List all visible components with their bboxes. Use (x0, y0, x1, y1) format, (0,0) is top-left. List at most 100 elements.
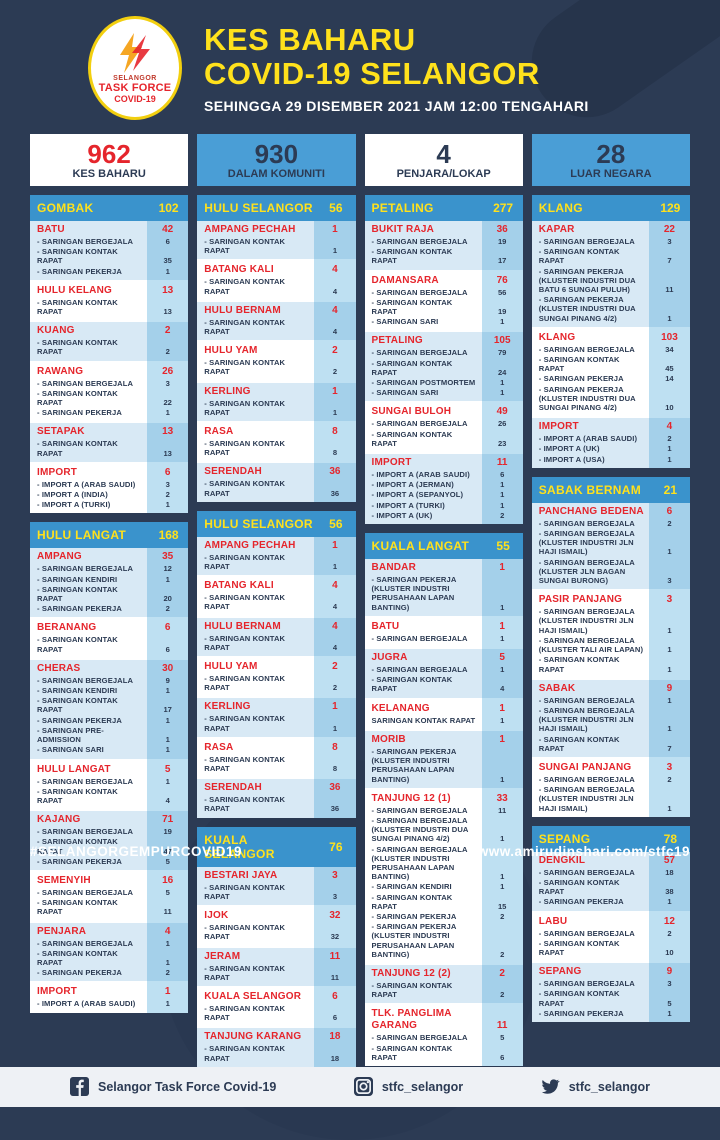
screening-label: SARINGAN KONTAK RAPAT (371, 715, 476, 725)
district-title-row: SETAPAK 13 (30, 426, 188, 438)
screening-item: - IMPORT A (ARAB SAUDI) 6 (365, 470, 523, 479)
stat-value: 4 (436, 138, 451, 169)
screening-value: 1 (667, 454, 672, 464)
screening-value: 10 (665, 947, 674, 957)
district-name: IMPORT (37, 986, 78, 998)
district-section: KUALA SELANGOR 76 BESTARI JAYA 3- SARINGAN … (197, 826, 356, 1098)
screening-item: - SARINGAN KONTAK RAPAT 17 (365, 247, 523, 265)
screening-item: - SARINGAN BERGEJALA 2 (532, 775, 690, 784)
district-title-row: KLANG 103 (532, 332, 690, 344)
screening-value: 4 (500, 684, 505, 694)
district-total: 105 (493, 335, 511, 347)
district-name: BANDAR (371, 562, 417, 574)
value-column-stripe (648, 502, 690, 817)
screening-item: - SARINGAN KONTAK RAPAT 17 (30, 696, 188, 714)
district-total: 13 (162, 426, 174, 438)
district-name: LABU (538, 915, 568, 927)
screening-item: - SARINGAN BERGEJALA 18 (532, 868, 690, 877)
screening-item: - IMPORT A (TURKI) 1 (365, 501, 523, 510)
screening-value: 11 (330, 972, 339, 982)
district-total: 6 (332, 990, 338, 1002)
website-url[interactable]: www.amirudinshari.com/stfc19 (477, 844, 690, 859)
district-row: JERAM 11 - SARINGAN KONTAK RAPAT 11 (197, 947, 356, 986)
screening-item: - SARINGAN KONTAK RAPAT 19 (365, 298, 523, 316)
task-force-logo: SELANGOR TASK FORCE COVID-19 (88, 16, 182, 120)
screening-value: 4 (165, 795, 170, 805)
screening-label: - SARINGAN KONTAK RAPAT (37, 635, 118, 654)
screening-label: - SARINGAN BERGEJALA (538, 979, 635, 989)
district-row: KERLING 1 - SARINGAN KONTAK RAPAT 1 (197, 698, 356, 737)
screening-value: 5 (667, 998, 672, 1008)
district-total: 11 (496, 1020, 508, 1032)
screening-item: - SARINGAN BERGEJALA 34 (532, 345, 690, 354)
screening-label: - SARINGAN BERGEJALA (37, 938, 134, 948)
screening-value: 5 (165, 856, 170, 866)
screening-value: 2 (667, 774, 672, 784)
district-title-row: JERAM 11 (197, 951, 355, 963)
screening-label: - SARINGAN BERGEJALA (538, 518, 635, 528)
district-row: RASA 8 - SARINGAN KONTAK RAPAT 8 (197, 739, 355, 777)
district-total: 22 (663, 224, 675, 235)
district-name: SERENDAH (204, 466, 262, 478)
screening-item: - SARINGAN KONTAK RAPAT 6 (365, 1044, 523, 1062)
district-row: HULU BERNAM 4 - SARINGAN KONTAK RAPAT 4 (197, 617, 356, 657)
district-row: SUNGAI BULOH 49- SARINGAN BERGEJALA 26- SA… (365, 403, 523, 452)
screening-value: 4 (332, 642, 338, 652)
screening-label: - IMPORT A (SEPANYOL) (371, 490, 464, 500)
district-title-row: KAPAR 22 (532, 224, 690, 236)
screening-label: - SARINGAN BERGEJALA (37, 237, 134, 246)
district-row: KELANANG 1 SARINGAN KONTAK RAPAT 1 (365, 700, 523, 729)
screening-value: 1 (667, 547, 672, 557)
screening-item: - SARINGAN KONTAK RAPAT 24 (365, 359, 523, 377)
section-body: BESTARI JAYA 3 - SARINGAN KONTAK RAPAT 3 IJO… (197, 866, 356, 1098)
district-row: TLK. PANGLIMA GARANG 11- SARINGAN BERGEJA… (365, 1005, 523, 1066)
screening-item: - SARINGAN BERGEJALA 19 (365, 237, 523, 246)
screening-label: - SARINGAN BERGEJALA (371, 633, 468, 643)
screening-label: - SARINGAN KONTAK RAPAT (204, 358, 286, 377)
section-total: 76 (329, 839, 343, 854)
screening-item: - SARINGAN BERGEJALA (KLUSTER INDUSTRI J… (532, 529, 690, 557)
screening-item: - SARINGAN KENDIRI 1 (30, 575, 188, 584)
screening-value: 1 (165, 745, 170, 755)
district-name: SEMENYIH (37, 874, 91, 886)
district-row: HULU YAM 2 - SARINGAN KONTAK RAPAT 2 (197, 342, 355, 380)
screening-label: - SARINGAN KONTAK RAPAT (371, 358, 453, 377)
facebook-link[interactable]: Selangor Task Force Covid-19 (70, 1077, 276, 1097)
screening-item: - SARINGAN PEKERJA (KLUSTER INDUSTRI DUA… (532, 295, 690, 323)
screening-value: 1 (165, 957, 170, 967)
district-title-row: BANDAR 1 (365, 562, 523, 574)
district-title-row: MORIB 1 (365, 734, 523, 746)
district-total: 18 (329, 1031, 341, 1043)
section-body: AMPANG PECHAH 1 - SARINGAN KONTAK RAPAT 1 BA… (197, 536, 356, 818)
screening-item: - SARINGAN BERGEJALA 3 (532, 979, 690, 988)
district-name: SERENDAH (204, 782, 262, 794)
section-header: SABAK BERNAM 21 (531, 476, 690, 503)
screening-item: - SARINGAN BERGEJALA 3 (532, 237, 690, 246)
district-title-row: RASA 8 (197, 426, 355, 438)
district-title-row: BATANG KALI 4 (197, 264, 355, 276)
screening-label: - SARINGAN BERGEJALA (371, 348, 468, 358)
instagram-link[interactable]: stfc_selangor (353, 1077, 463, 1097)
district-total: 8 (332, 426, 338, 438)
section-name: SABAK BERNAM (538, 482, 642, 497)
district-name: RAWANG (37, 365, 84, 377)
district-title-row: CHERAS 30 (30, 663, 188, 675)
district-title-row: BATU 42 (30, 224, 188, 236)
screening-label: - SARINGAN KONTAK RAPAT (204, 1044, 286, 1063)
section-header: HULU SELANGOR 56 (197, 510, 356, 537)
screening-label: - SARINGAN BERGEJALA (37, 378, 134, 388)
twitter-link[interactable]: stfc_selangor (541, 1077, 650, 1096)
screening-item: - SARINGAN PEKERJA 2 (30, 968, 188, 977)
screening-item: - IMPORT A (ARAB SAUDI) 1 (30, 999, 188, 1008)
district-name: RASA (204, 741, 234, 753)
screening-label: - SARINGAN SARI (371, 317, 439, 327)
screening-item: - SARINGAN SARI 1 (365, 317, 523, 326)
screening-value: 1 (667, 724, 672, 734)
screening-label: - SARINGAN PEKERJA (371, 911, 457, 921)
screening-item: - SARINGAN BERGEJALA 11 (365, 806, 523, 815)
screening-value: 1 (500, 633, 505, 643)
screening-label: - SARINGAN PEKERJA (KLUSTER INDUSTRI PER… (371, 922, 457, 959)
screening-item: - SARINGAN BERGEJALA 56 (365, 288, 523, 297)
screening-item: - SARINGAN KONTAK RAPAT 4 (30, 787, 188, 805)
district-name: HULU BERNAM (204, 304, 281, 316)
